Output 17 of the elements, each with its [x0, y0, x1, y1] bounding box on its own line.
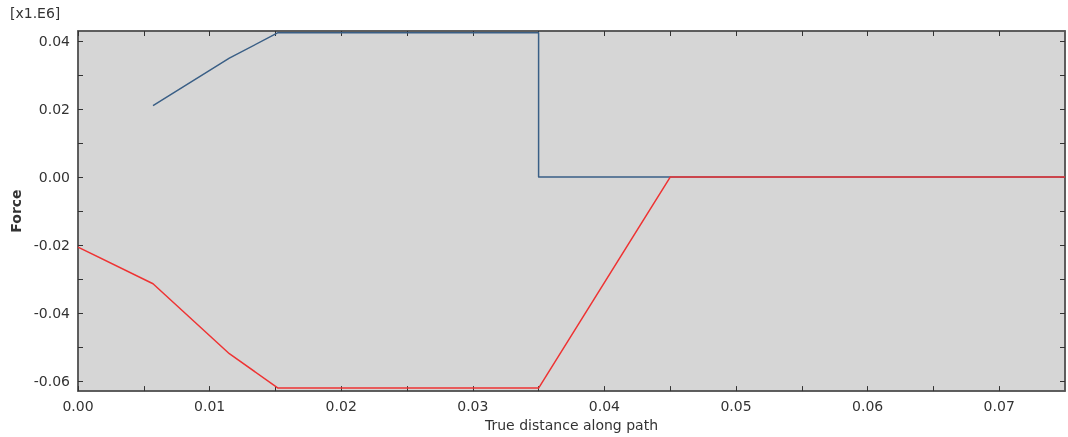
x-tick-label: 0.00 — [62, 398, 94, 415]
y-tick-label: 0.02 — [38, 101, 70, 118]
x-tick-label: 0.01 — [194, 398, 226, 415]
y-tick-label: -0.04 — [33, 304, 71, 321]
y-axis-title: Force — [7, 189, 24, 233]
x-tick-label: 0.05 — [720, 398, 752, 415]
y-tick-label: 0.04 — [38, 33, 71, 50]
y-tick-label: -0.06 — [33, 372, 71, 389]
x-tick-label: 0.02 — [325, 398, 357, 415]
x-axis-title: True distance along path — [483, 417, 659, 433]
x-tick-label: 0.04 — [588, 398, 621, 415]
x-tick-label: 0.07 — [983, 398, 1015, 415]
y-tick-label: -0.02 — [33, 237, 70, 254]
y-tick-label: 0.00 — [38, 169, 70, 186]
text: [x1.E6] — [10, 5, 61, 21]
x-tick-label: 0.03 — [457, 398, 489, 415]
x-tick-label: 0.06 — [852, 398, 884, 415]
